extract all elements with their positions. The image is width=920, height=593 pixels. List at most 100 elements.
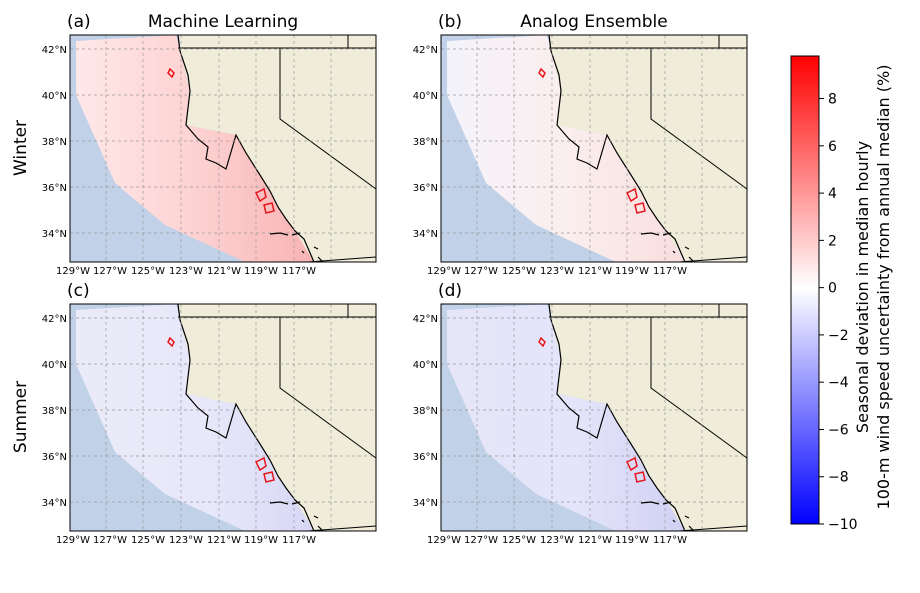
gridlines <box>70 35 376 262</box>
y-tick-label: 36°N <box>413 183 438 194</box>
land-area <box>549 35 747 262</box>
y-tick-label: 42°N <box>413 45 438 56</box>
axes-frame <box>69 34 377 263</box>
panel-b-winter-analog-ensemble <box>440 34 748 263</box>
x-tick-label: 121°W <box>578 266 612 277</box>
wind-farm-outlines <box>538 67 646 214</box>
x-tick-label: 117°W <box>282 266 316 277</box>
x-tick-label: 123°W <box>540 535 574 546</box>
x-tick-label: 121°W <box>207 266 241 277</box>
state-border <box>279 317 377 459</box>
axes-frame <box>440 34 748 263</box>
axes-frame <box>440 303 748 532</box>
wind-farm-outlines <box>538 336 646 483</box>
y-tick-label: 38°N <box>413 406 438 417</box>
gridlines <box>441 304 747 531</box>
x-tick-label: 119°W <box>615 535 649 546</box>
x-tick-label: 121°W <box>578 535 612 546</box>
colorbar-tick-label: 6 <box>828 139 837 155</box>
panel-tag-b: (b) <box>438 12 462 32</box>
coastline <box>177 303 315 532</box>
x-tick-label: 129°W <box>56 535 90 546</box>
x-tick-label: 129°W <box>56 266 90 277</box>
colorbar-tick-label: −6 <box>828 422 849 438</box>
panel-title-machine-learning: Machine Learning <box>148 12 298 32</box>
panel-title-analog-ensemble: Analog Ensemble <box>520 12 668 32</box>
colorbar-tick-label: 4 <box>828 186 837 202</box>
x-tick-label: 117°W <box>653 535 687 546</box>
y-tick-label: 42°N <box>42 45 67 56</box>
y-tick-label: 40°N <box>42 91 67 102</box>
panel-d-summer-analog-ensemble <box>440 303 748 532</box>
state-border <box>650 48 748 190</box>
y-tick-label: 36°N <box>42 183 67 194</box>
x-tick-label: 123°W <box>540 266 574 277</box>
land-area <box>549 304 747 531</box>
colorbar-ticks: 8 6 4 2 0 −2 −4 −6 −8 −10 <box>819 92 858 533</box>
x-tick-label: 123°W <box>169 535 203 546</box>
islands <box>640 232 694 262</box>
colorbar-tick-label: −10 <box>828 517 858 533</box>
x-tick-label: 125°W <box>131 266 165 277</box>
x-tick-label: 117°W <box>282 535 316 546</box>
uncertainty-field <box>447 304 685 531</box>
coastline <box>548 303 686 532</box>
panel-a-winter-machine-learning <box>69 34 377 263</box>
y-tick-label: 36°N <box>42 452 67 463</box>
x-tick-label: 129°W <box>427 266 461 277</box>
colorbar-label-line-2: 100-m wind speed uncertainty from annual… <box>874 65 893 510</box>
panel-tag-a: (a) <box>67 12 91 32</box>
land-area <box>178 35 376 262</box>
uncertainty-field <box>76 304 314 531</box>
row-label-summer: Summer <box>11 381 31 453</box>
axes-frame <box>69 303 377 532</box>
y-tick-label: 38°N <box>413 137 438 148</box>
x-tick-label: 129°W <box>427 535 461 546</box>
wind-farm-outlines <box>167 336 275 483</box>
x-tick-label: 127°W <box>93 266 127 277</box>
panel-tag-d: (d) <box>438 281 462 301</box>
x-tick-label: 127°W <box>93 535 127 546</box>
colorbar-tick-label: −8 <box>828 470 849 486</box>
y-tick-label: 40°N <box>42 360 67 371</box>
y-tick-label: 34°N <box>413 229 438 240</box>
wind-farm-outlines <box>167 67 275 214</box>
x-tick-label: 119°W <box>615 266 649 277</box>
y-tick-label: 42°N <box>42 314 67 325</box>
land-area <box>178 304 376 531</box>
y-tick-label: 42°N <box>413 314 438 325</box>
y-tick-label: 34°N <box>42 229 67 240</box>
y-tick-label: 40°N <box>413 360 438 371</box>
uncertainty-field <box>76 35 314 262</box>
x-tick-label: 127°W <box>464 266 498 277</box>
islands <box>269 501 323 531</box>
x-tick-label: 125°W <box>502 535 536 546</box>
coastline <box>548 34 686 263</box>
panel-c-summer-machine-learning <box>69 303 377 532</box>
colorbar-tick-label: −2 <box>828 328 849 344</box>
y-tick-label: 38°N <box>42 406 67 417</box>
x-tick-label: 117°W <box>653 266 687 277</box>
state-border <box>307 525 377 532</box>
y-tick-label: 36°N <box>413 452 438 463</box>
x-tick-label: 119°W <box>244 266 278 277</box>
y-tick-label: 40°N <box>413 91 438 102</box>
x-tick-label: 125°W <box>131 535 165 546</box>
gridlines <box>70 304 376 531</box>
state-border <box>279 48 377 190</box>
y-tick-label: 34°N <box>413 498 438 509</box>
colorbar-label-line-1: Seasonal deviation in median hourly <box>853 141 872 433</box>
state-border <box>307 256 377 263</box>
state-border <box>678 525 748 532</box>
x-tick-label: 121°W <box>207 535 241 546</box>
gridlines <box>441 35 747 262</box>
y-tick-label: 38°N <box>42 137 67 148</box>
islands <box>640 501 694 531</box>
x-tick-label: 127°W <box>464 535 498 546</box>
colorbar-tick-label: 2 <box>828 233 837 249</box>
x-tick-label: 125°W <box>502 266 536 277</box>
uncertainty-field <box>447 35 685 262</box>
islands <box>269 232 323 262</box>
row-label-winter: Winter <box>11 120 31 176</box>
